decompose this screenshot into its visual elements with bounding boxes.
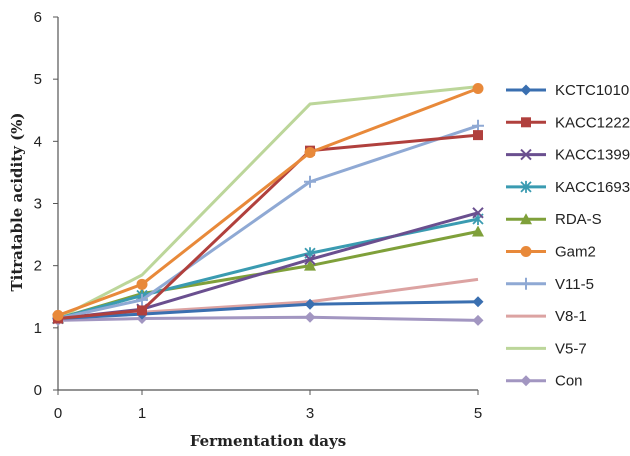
legend-item: KCTC1010 bbox=[506, 82, 629, 99]
y-tick-label: 4 bbox=[34, 133, 42, 150]
series-v11-5 bbox=[52, 119, 484, 325]
series-v5-7 bbox=[57, 85, 479, 320]
y-tick-label: 5 bbox=[34, 71, 42, 88]
legend-item: Con bbox=[506, 373, 583, 390]
legend-label: V11-5 bbox=[555, 276, 594, 293]
data-point bbox=[304, 253, 316, 266]
legend-item: V5-7 bbox=[506, 340, 587, 357]
y-axis-title: Titratable acidity (%) bbox=[8, 112, 26, 291]
legend-marker bbox=[520, 375, 532, 387]
legend-item: KACC16934 bbox=[506, 179, 630, 196]
data-point bbox=[472, 82, 484, 94]
legend-label: KACC13994 bbox=[555, 147, 630, 164]
y-tick-label: 2 bbox=[34, 258, 42, 275]
data-point bbox=[472, 119, 484, 132]
x-tick-label: 1 bbox=[138, 405, 146, 422]
data-point bbox=[473, 130, 483, 141]
x-tick-label: 3 bbox=[306, 405, 314, 422]
x-axis-ticks: 0 1 3 5 bbox=[54, 390, 482, 422]
y-tick-label: 1 bbox=[34, 320, 42, 337]
legend-item: Gam2 bbox=[506, 244, 596, 261]
data-point bbox=[472, 207, 484, 219]
y-tick-label: 3 bbox=[34, 196, 42, 213]
legend-item: RDA-S bbox=[506, 211, 602, 228]
legend-marker bbox=[520, 213, 532, 225]
legend-label: Con bbox=[555, 373, 583, 390]
series-line bbox=[57, 87, 479, 317]
data-point bbox=[304, 311, 316, 323]
legend-label: KACC12222 bbox=[555, 114, 630, 131]
x-axis-title: Fermentation days bbox=[190, 432, 346, 450]
y-axis-ticks: 0 1 2 3 4 5 6 bbox=[34, 9, 58, 399]
x-tick-label: 0 bbox=[54, 405, 62, 422]
data-point bbox=[137, 305, 147, 316]
data-point bbox=[472, 314, 484, 326]
legend-item: V11-5 bbox=[506, 276, 594, 293]
legend-marker bbox=[520, 277, 532, 290]
legend-marker bbox=[521, 117, 531, 128]
legend-label: KCTC1010 bbox=[555, 82, 629, 99]
data-point bbox=[304, 175, 316, 188]
legend-item: V8-1 bbox=[506, 308, 587, 325]
legend: KCTC1010 KACC12222 KACC13994 KACC16934 RDA-S… bbox=[506, 82, 630, 390]
legend-marker bbox=[520, 246, 532, 257]
data-point bbox=[136, 278, 148, 290]
data-point bbox=[304, 147, 316, 159]
series-gam2 bbox=[52, 82, 484, 321]
legend-item: KACC13994 bbox=[506, 147, 630, 164]
data-point bbox=[304, 298, 316, 310]
data-point bbox=[304, 259, 316, 271]
legend-label: KACC16934 bbox=[555, 179, 630, 196]
data-point bbox=[472, 225, 484, 237]
series-line bbox=[57, 300, 479, 321]
legend-label: RDA-S bbox=[555, 211, 602, 228]
y-tick-label: 0 bbox=[34, 382, 42, 399]
legend-marker bbox=[520, 84, 532, 96]
data-point bbox=[136, 293, 148, 306]
legend-label: V5-7 bbox=[555, 340, 587, 357]
series-layer bbox=[52, 82, 484, 326]
data-point bbox=[472, 296, 484, 308]
series-line bbox=[57, 133, 479, 321]
legend-label: Gam2 bbox=[555, 244, 596, 261]
axes bbox=[57, 17, 478, 391]
legend-label: V8-1 bbox=[555, 308, 587, 325]
legend-marker bbox=[520, 148, 532, 161]
series-line bbox=[57, 85, 479, 320]
y-tick-label: 6 bbox=[34, 9, 42, 26]
series-line bbox=[57, 124, 479, 320]
data-point bbox=[52, 309, 64, 321]
series-rda-s bbox=[52, 225, 484, 324]
legend-marker bbox=[520, 180, 532, 193]
series-line bbox=[57, 315, 479, 322]
legend-item: KACC12222 bbox=[506, 114, 630, 131]
x-tick-label: 5 bbox=[474, 405, 482, 422]
